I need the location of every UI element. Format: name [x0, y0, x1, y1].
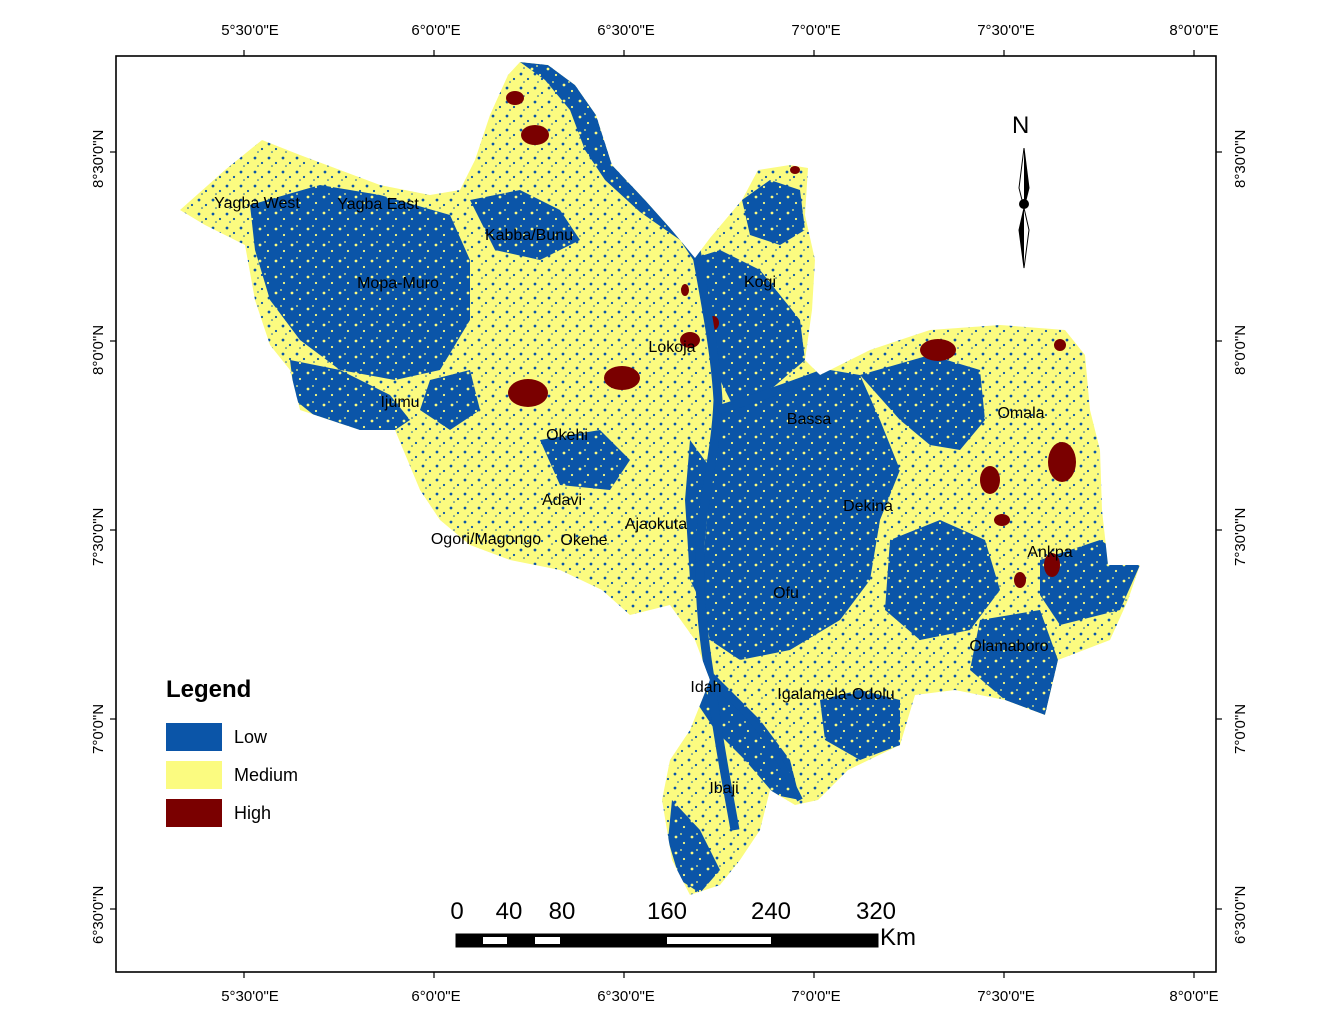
lga-label: Dekina — [843, 498, 893, 515]
legend-label-low: Low — [234, 726, 268, 747]
lat-label-left: 6°30'0"N — [90, 885, 107, 944]
legend-item-medium: Medium — [166, 756, 298, 794]
lon-label-bottom: 7°0'0"E — [791, 988, 841, 1005]
lat-label-right: 7°30'0"N — [1232, 507, 1249, 566]
lon-label-bottom: 6°30'0"E — [597, 988, 655, 1005]
lga-label: Ajaokuta — [624, 516, 688, 533]
lat-label-right: 7°0'0"N — [1232, 703, 1249, 754]
scale-unit: Km — [880, 924, 916, 951]
lga-label: Ibaji — [709, 780, 739, 797]
lon-label-top: 6°0'0"E — [411, 22, 461, 39]
lga-label: Igalamela-Odolu — [777, 686, 895, 703]
lon-label-bottom: 7°30'0"E — [977, 988, 1035, 1005]
lga-label: Olamaboro — [969, 638, 1049, 655]
lat-label-right: 6°30'0"N — [1232, 885, 1249, 944]
scale-tick-label: 160 — [646, 898, 688, 925]
lon-label-top: 6°30'0"E — [597, 22, 655, 39]
lat-label-left: 7°30'0"N — [90, 507, 107, 566]
lat-label-left: 7°0'0"N — [90, 703, 107, 754]
high-zones — [506, 91, 1076, 588]
river-benue — [716, 370, 822, 415]
scale-tick-label: 240 — [750, 898, 792, 925]
scale-tick-label: 80 — [548, 898, 576, 925]
map-legend: Legend Low Medium High — [166, 676, 298, 832]
legend-swatch-high — [166, 799, 222, 827]
lga-label: Ijumu — [380, 394, 420, 411]
north-label: N — [1012, 112, 1030, 139]
legend-item-high: High — [166, 794, 298, 832]
north-arrow-icon — [1018, 147, 1030, 269]
lga-label: Mopa-Muro — [357, 275, 439, 292]
lga-label: Lokoja — [648, 339, 696, 356]
scale-tick-label: 0 — [450, 898, 464, 925]
lon-label-top: 8°0'0"E — [1169, 22, 1219, 39]
legend-title: Legend — [166, 676, 252, 703]
legend-swatch-low — [166, 723, 222, 751]
scale-bar — [455, 933, 879, 948]
legend-swatch-medium — [166, 761, 222, 789]
lga-label: Kabba/Bunu — [484, 227, 574, 244]
lga-label: Omala — [997, 405, 1045, 422]
lat-label-right: 8°0'0"N — [1232, 324, 1249, 375]
lga-label: Kogi — [743, 274, 777, 291]
lon-label-bottom: 8°0'0"E — [1169, 988, 1219, 1005]
lon-label-top: 7°30'0"E — [977, 22, 1035, 39]
graticule-ticks — [110, 50, 1222, 978]
legend-item-low: Low — [166, 718, 298, 756]
low-zones — [250, 62, 1140, 893]
lga-label: Okehi — [546, 427, 588, 444]
scale-tick-label: 320 — [855, 898, 897, 925]
lga-label: Yagba East — [337, 196, 419, 213]
lon-label-top: 7°0'0"E — [791, 22, 841, 39]
scale-tick-label: 40 — [495, 898, 523, 925]
river-anambra — [718, 687, 803, 802]
lga-label: Idah — [690, 679, 722, 696]
lon-label-bottom: 6°0'0"E — [411, 988, 461, 1005]
lga-label: Ofu — [773, 585, 799, 602]
lat-label-left: 8°0'0"N — [90, 324, 107, 375]
legend-label-high: High — [234, 802, 272, 823]
lga-label: Okene — [560, 532, 608, 549]
lga-label: Bassa — [786, 411, 832, 428]
lga-label: Ankpa — [1027, 544, 1073, 561]
lat-label-right: 8°30'0"N — [1232, 129, 1249, 188]
lga-label: Adavi — [541, 492, 583, 509]
lon-label-top: 5°30'0"E — [221, 22, 279, 39]
river-niger — [691, 249, 740, 831]
lon-label-bottom: 5°30'0"E — [221, 988, 279, 1005]
lga-label: Yagba West — [214, 195, 300, 212]
lat-label-left: 8°30'0"N — [90, 129, 107, 188]
lga-label: Ogori/Magongo — [430, 531, 542, 548]
legend-label-medium: Medium — [234, 764, 299, 785]
